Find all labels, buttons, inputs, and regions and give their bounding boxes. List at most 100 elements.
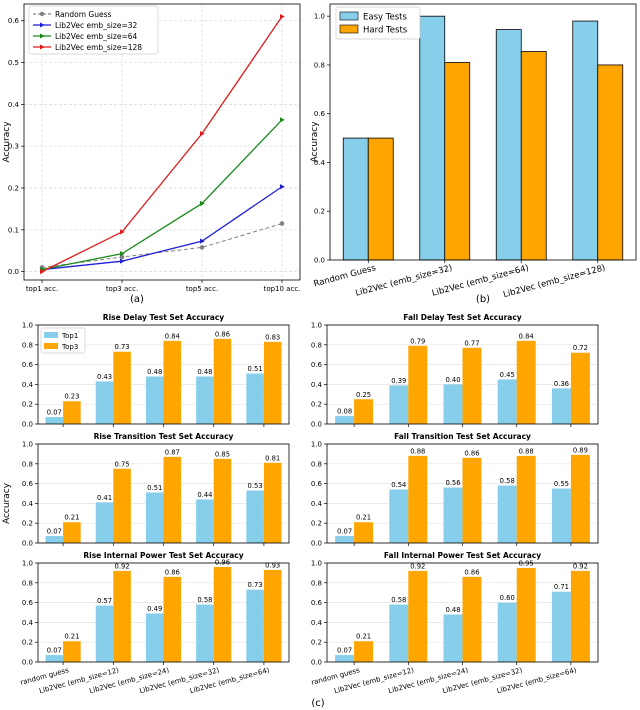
ytick-label: 0.8 xyxy=(314,61,325,69)
ytick-label: 0.4 xyxy=(314,159,326,167)
ytick-label: 0.4 xyxy=(311,381,323,389)
bar xyxy=(246,490,264,543)
bar xyxy=(45,655,64,662)
bar xyxy=(462,576,482,662)
bar xyxy=(145,492,164,543)
data-point xyxy=(119,254,125,260)
series-line-2 xyxy=(41,119,283,271)
bar xyxy=(354,641,374,662)
bar xyxy=(263,341,282,424)
data-label: 0.08 xyxy=(337,408,352,416)
data-label: 0.07 xyxy=(337,647,352,655)
data-label: 0.92 xyxy=(573,562,588,570)
bar xyxy=(497,602,517,662)
plot-frame xyxy=(326,443,599,544)
bar xyxy=(516,340,536,424)
chart-c3: Rise Transition Test Set Accuracy 0.0 0.2 0… xyxy=(2,432,290,548)
bar xyxy=(516,567,536,662)
bar xyxy=(145,613,164,662)
caption: (a) xyxy=(130,294,144,305)
ytick-label: 1.0 xyxy=(311,441,322,449)
ytick-label: 0.2 xyxy=(314,208,325,216)
data-label: 0.88 xyxy=(519,447,534,455)
data-label: 0.54 xyxy=(391,481,406,489)
bar xyxy=(443,614,463,662)
data-point xyxy=(280,13,285,20)
chart-title: Rise Delay Test Set Accuracy xyxy=(103,313,225,322)
data-label: 0.48 xyxy=(445,606,460,614)
data-label: 0.21 xyxy=(64,514,79,522)
data-label: 0.86 xyxy=(215,330,230,338)
bar xyxy=(462,457,482,543)
bar xyxy=(196,604,214,662)
bar xyxy=(408,455,428,543)
ytick-label: 0.8 xyxy=(22,341,33,349)
ytick-label: 0.5 xyxy=(8,59,19,67)
plot-frame xyxy=(329,3,637,261)
chart-c2: Fall Delay Test Set Accuracy 0.0 0.2 0.4 0.6… xyxy=(311,313,599,429)
data-label: 0.73 xyxy=(115,343,130,351)
data-label: 0.83 xyxy=(265,333,280,341)
legend-label: Hard Tests xyxy=(363,26,408,36)
caption: (b) xyxy=(476,294,490,305)
legend: Random Guess Lib2Vec emb_size=32 Lib2Vec e… xyxy=(28,5,159,55)
data-label: 0.86 xyxy=(464,449,479,457)
bar xyxy=(551,488,571,543)
data-label: 0.58 xyxy=(500,477,515,485)
chart-title: Fall Internal Power Test Set Accuracy xyxy=(384,551,541,560)
ytick-label: 0.1 xyxy=(8,226,19,234)
data-label: 0.96 xyxy=(215,558,230,566)
legend-box xyxy=(28,5,159,55)
data-label: 0.88 xyxy=(410,447,425,455)
bar xyxy=(95,502,114,543)
ytick-label: 0.4 xyxy=(8,101,20,109)
ytick-label: 0.2 xyxy=(22,520,33,528)
ytick-label: 0.4 xyxy=(311,500,323,508)
bar xyxy=(497,379,517,424)
data-label: 0.58 xyxy=(197,596,212,604)
bar xyxy=(516,455,536,543)
legend-marker xyxy=(40,44,45,50)
ytick-label: 0.2 xyxy=(8,185,19,193)
bar xyxy=(145,376,164,424)
ytick-label: 0.2 xyxy=(22,401,33,409)
chart-c4: Fall Transition Test Set Accuracy 0.0 0.2 0… xyxy=(311,432,599,548)
bar xyxy=(408,345,428,424)
data-label: 0.23 xyxy=(64,393,79,401)
ytick-label: 1.0 xyxy=(311,560,322,568)
ytick-label: 1.0 xyxy=(22,560,33,568)
bar xyxy=(45,417,64,424)
ytick-label: 0.4 xyxy=(311,619,323,627)
legend: Easy Tests Hard Tests xyxy=(335,6,421,40)
caption-c: (c) xyxy=(311,698,324,709)
chart-c6: Fall Internal Power Test Set Accuracy 0.0… xyxy=(310,551,599,695)
bar xyxy=(520,51,547,261)
legend-marker xyxy=(40,22,45,28)
ytick-label: 0.6 xyxy=(311,480,323,488)
data-label: 0.72 xyxy=(573,344,588,352)
ytick-label: 0.2 xyxy=(311,401,322,409)
bar xyxy=(63,522,81,543)
data-label: 0.45 xyxy=(500,371,515,379)
data-label: 0.77 xyxy=(464,339,479,347)
bar xyxy=(63,401,81,424)
data-label: 0.86 xyxy=(464,568,479,576)
plot-frame xyxy=(37,443,290,544)
y-axis-label: Accuracy xyxy=(2,121,12,163)
data-label: 0.49 xyxy=(147,605,162,613)
ytick-label: 0.0 xyxy=(8,268,19,276)
data-label: 0.07 xyxy=(47,528,62,536)
bar xyxy=(335,655,355,662)
bar xyxy=(572,20,599,261)
data-label: 0.81 xyxy=(265,454,280,462)
bar xyxy=(408,570,428,662)
legend-marker xyxy=(39,11,45,17)
series-line-1 xyxy=(41,186,283,271)
data-label: 0.39 xyxy=(391,377,406,385)
chart-title: Rise Internal Power Test Set Accuracy xyxy=(83,551,243,560)
legend-label: Top1 xyxy=(61,332,78,340)
bar xyxy=(570,352,590,424)
bar xyxy=(570,454,590,543)
bar xyxy=(263,569,282,662)
data-label: 0.60 xyxy=(500,594,515,602)
